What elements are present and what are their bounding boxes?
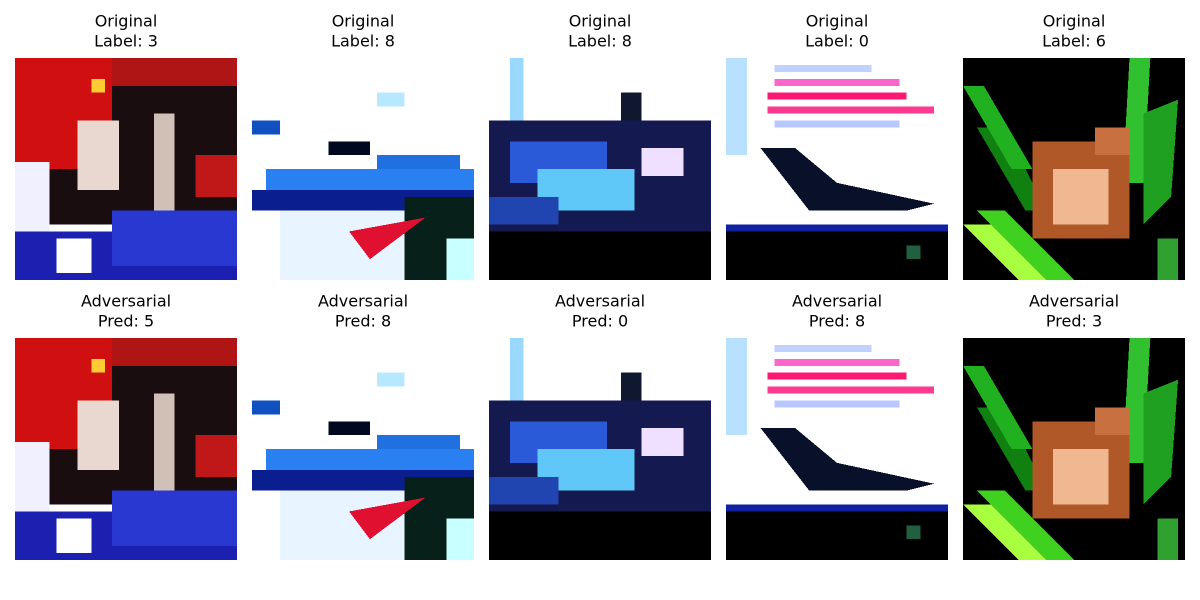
panel-heading: Adversarial (555, 292, 645, 311)
panel-heading: Adversarial (318, 292, 408, 311)
panel-caption: Label: 8 (568, 32, 632, 51)
panel-caption: Pred: 0 (572, 312, 628, 331)
panel-image (252, 338, 474, 560)
panel-heading: Original (806, 12, 869, 31)
panel-caption: Label: 0 (805, 32, 869, 51)
panel-heading: Adversarial (1029, 292, 1119, 311)
panel-image (489, 338, 711, 560)
panel-heading: Adversarial (81, 292, 171, 311)
panel-heading: Original (569, 12, 632, 31)
panel-caption: Pred: 8 (809, 312, 865, 331)
panel-image (15, 58, 237, 280)
panel-image (963, 338, 1185, 560)
panel-caption: Label: 6 (1042, 32, 1106, 51)
panel-image (963, 58, 1185, 280)
panel-image (726, 58, 948, 280)
panel-image (252, 58, 474, 280)
panel-image (15, 338, 237, 560)
panel-heading: Original (95, 12, 158, 31)
panel-caption: Label: 3 (94, 32, 158, 51)
panel-caption: Pred: 3 (1046, 312, 1102, 331)
panel-caption: Pred: 8 (335, 312, 391, 331)
panel-heading: Original (332, 12, 395, 31)
panel-image (726, 338, 948, 560)
panel-caption: Label: 8 (331, 32, 395, 51)
panel-heading: Original (1043, 12, 1106, 31)
panel-caption: Pred: 5 (98, 312, 154, 331)
panel-image (489, 58, 711, 280)
panel-heading: Adversarial (792, 292, 882, 311)
